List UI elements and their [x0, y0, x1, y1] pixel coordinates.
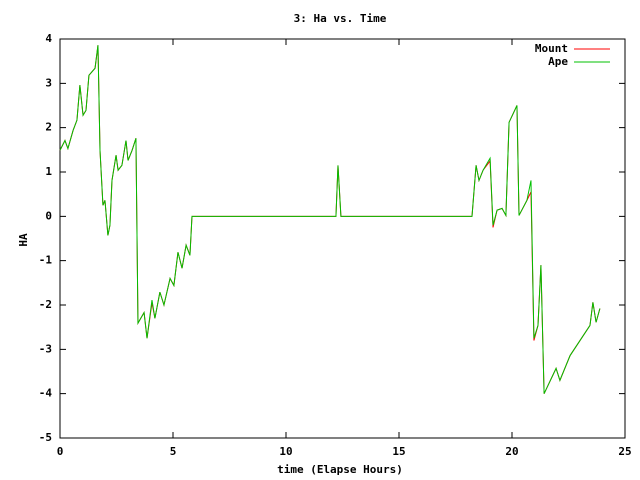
x-tick-label: 15: [392, 445, 405, 458]
y-tick-label: 4: [45, 32, 52, 45]
x-tick-label: 5: [170, 445, 177, 458]
y-tick-label: -3: [39, 342, 52, 355]
y-tick-label: -1: [39, 254, 53, 267]
x-tick-label: 0: [57, 445, 64, 458]
x-axis-label: time (Elapse Hours): [277, 463, 403, 476]
y-tick-label: 2: [45, 121, 52, 134]
legend-label: Ape: [548, 55, 568, 68]
x-tick-label: 20: [505, 445, 518, 458]
y-tick-label: -4: [39, 387, 53, 400]
y-tick-label: 0: [45, 209, 52, 222]
y-tick-label: 1: [45, 165, 52, 178]
y-tick-label: -5: [39, 431, 52, 444]
plot-border: [59, 38, 626, 439]
y-tick-label: -2: [39, 298, 52, 311]
y-axis-label: HA: [17, 233, 30, 247]
legend-label: Mount: [535, 42, 568, 55]
series-line: [59, 45, 601, 394]
y-tick-label: 3: [45, 76, 52, 89]
x-tick-label: 25: [618, 445, 631, 458]
chart-title: 3: Ha vs. Time: [294, 12, 387, 25]
x-tick-label: 10: [279, 445, 292, 458]
